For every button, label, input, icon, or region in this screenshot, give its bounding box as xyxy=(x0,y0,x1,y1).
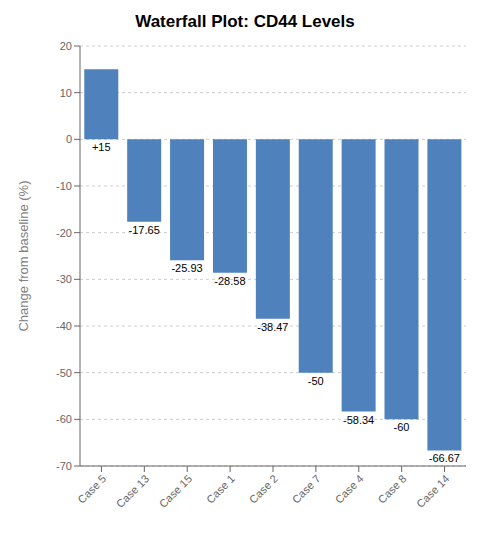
svg-text:-28.58: -28.58 xyxy=(214,275,245,287)
svg-text:-58.34: -58.34 xyxy=(343,414,374,426)
svg-text:0: 0 xyxy=(66,133,72,145)
svg-text:-60: -60 xyxy=(56,413,72,425)
html-text:Waterfall Plot: CD44 Levels: Waterfall Plot: CD44 Levels xyxy=(135,12,355,31)
svg-text:Case 15: Case 15 xyxy=(157,472,194,509)
svg-text:-17.65: -17.65 xyxy=(129,224,160,236)
svg-text:-60: -60 xyxy=(394,421,410,433)
svg-text:Case 8: Case 8 xyxy=(375,472,408,505)
svg-text:Change from baseline (%): Change from baseline (%) xyxy=(16,180,31,331)
svg-text:Case 5: Case 5 xyxy=(75,472,108,505)
svg-text:-38.47: -38.47 xyxy=(257,321,288,333)
svg-text:-40: -40 xyxy=(56,320,72,332)
svg-text:-30: -30 xyxy=(56,273,72,285)
svg-text:-10: -10 xyxy=(56,180,72,192)
svg-text:-50: -50 xyxy=(308,375,324,387)
svg-text:-20: -20 xyxy=(56,227,72,239)
svg-text:-70: -70 xyxy=(56,460,72,472)
svg-text:+15: +15 xyxy=(92,141,111,153)
svg-text:10: 10 xyxy=(60,87,72,99)
svg-text:Case 7: Case 7 xyxy=(290,472,323,505)
svg-text:Case 4: Case 4 xyxy=(333,472,366,505)
svg-text:-50: -50 xyxy=(56,367,72,379)
svg-text:20: 20 xyxy=(60,40,72,52)
svg-text:Case 2: Case 2 xyxy=(247,472,280,505)
svg-text:Case 13: Case 13 xyxy=(114,472,151,509)
svg-text:Case 14: Case 14 xyxy=(414,472,451,509)
svg-text:-66.67: -66.67 xyxy=(429,452,460,464)
svg-text:-25.93: -25.93 xyxy=(171,262,202,274)
svg-text:Case 1: Case 1 xyxy=(204,472,237,505)
